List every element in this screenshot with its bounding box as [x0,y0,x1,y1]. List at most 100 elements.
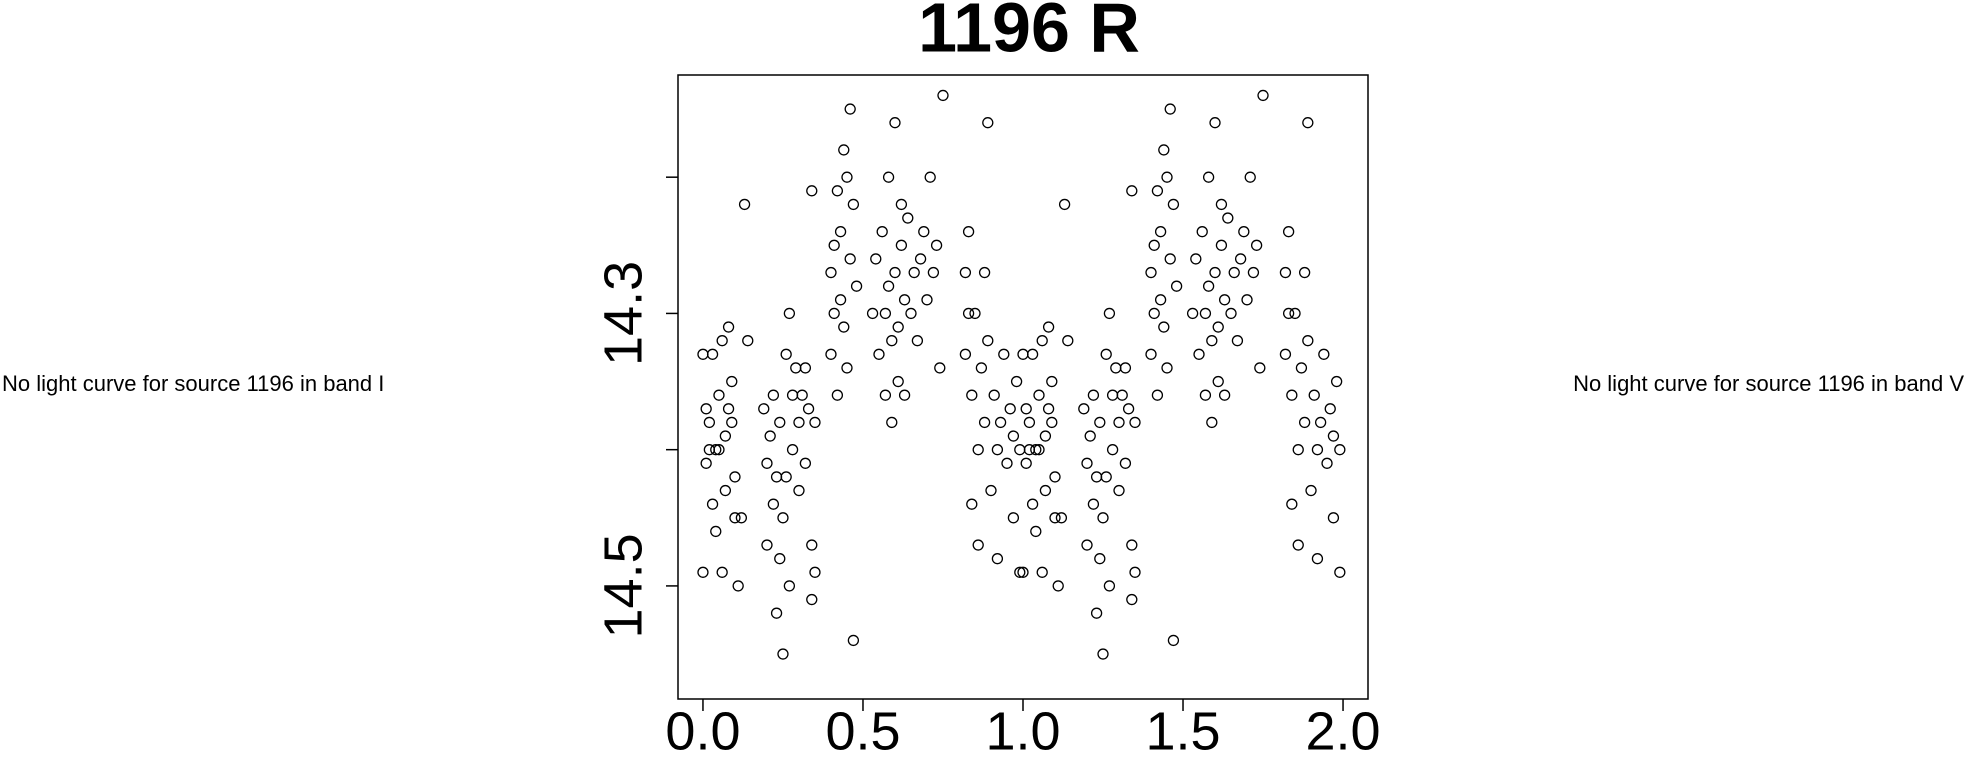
data-point [1202,171,1215,183]
data-point [879,307,892,320]
data-point [767,389,780,401]
data-point [786,389,799,401]
data-point [934,362,946,374]
data-point [777,512,789,524]
data-point [1282,307,1295,320]
data-point [1158,321,1170,333]
x-tick-label: 0.0 [665,701,740,757]
data-point [742,335,754,347]
data-point [1199,307,1212,320]
data-point [1030,444,1042,456]
data-point [1302,335,1314,347]
data-point [905,307,917,320]
y-tick-label: 14.3 [593,261,653,366]
data-point [988,389,1000,401]
data-point [735,512,748,524]
data-point [796,389,808,401]
data-point [1225,307,1237,320]
data-point [1119,362,1132,374]
data-point [978,266,991,279]
data-point [834,294,847,306]
data-point [1081,539,1093,551]
data-point [793,484,805,497]
data-point [729,512,741,524]
data-point [1145,348,1157,360]
data-point [1212,321,1224,333]
data-point [1308,389,1320,401]
data-point [726,416,738,429]
data-point [1100,471,1112,483]
data-point [799,362,812,374]
data-point [1017,566,1029,578]
data-point [1298,266,1311,279]
data-point [1023,416,1036,429]
data-point [895,198,908,211]
data-point [1311,553,1324,565]
data-point [767,498,780,510]
data-point [1295,362,1308,374]
data-point [924,171,936,183]
data-point [799,457,812,469]
data-point [882,280,895,292]
data-point [1282,226,1295,238]
data-point [1209,117,1221,129]
data-point [1318,348,1330,360]
data-point [1279,348,1292,360]
data-point [1196,226,1208,238]
data-point [1126,539,1138,551]
data-point [1103,307,1116,320]
data-point [806,593,818,606]
data-point [1244,171,1256,183]
data-point [841,362,853,374]
data-point [1007,512,1020,524]
data-point [1148,307,1160,320]
data-point [1094,553,1106,565]
data-point [729,471,741,483]
data-point [1151,389,1164,401]
data-point [937,89,949,102]
data-point [1164,253,1176,265]
data-point [1250,239,1263,251]
data-point [838,144,850,156]
data-point [1014,566,1026,578]
data-point [1100,348,1112,360]
data-point [1129,416,1141,429]
data-point [1106,444,1119,456]
data-point [1321,457,1333,469]
data-point [1305,484,1317,497]
data-point [982,117,994,129]
data-point [972,539,984,551]
data-point [1151,185,1164,197]
data-point [710,444,722,456]
data-point [1289,307,1301,320]
data-point [889,117,901,129]
data-point [1161,362,1173,374]
data-point [1001,457,1013,469]
data-point [911,335,924,347]
data-point [722,403,735,415]
data-point [921,294,933,306]
data-point [1330,375,1343,388]
data-point [1247,266,1260,279]
data-point [918,226,930,238]
data-point [847,198,860,211]
annotation: No light curve for source 1196 in band I [2,371,384,396]
data-point [825,348,837,360]
data-point [1026,348,1039,360]
data-point [1164,103,1176,115]
data-point [1193,348,1205,360]
data-point [710,525,722,538]
data-point [1212,375,1224,388]
data-point [700,457,712,469]
data-point [1049,512,1061,524]
data-point [1126,185,1138,197]
data-point [1209,266,1221,279]
data-point [1052,580,1064,592]
data-point [1126,593,1138,606]
data-point [1215,198,1228,211]
data-point [994,416,1007,429]
data-point [1170,280,1183,292]
data-point [1090,607,1103,619]
data-point [985,484,997,497]
